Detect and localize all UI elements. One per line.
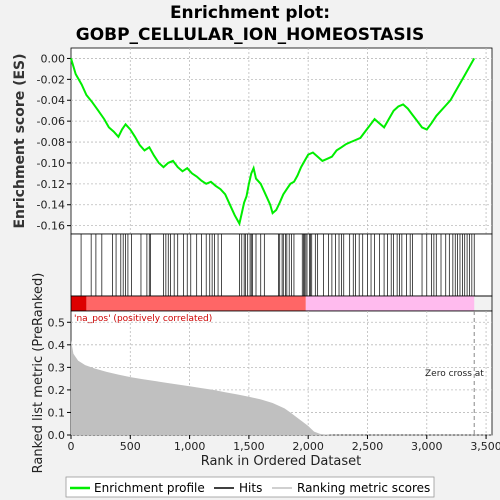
x-tick-label: 1,000 — [174, 440, 206, 453]
es-y-tick-label: -0.14 — [37, 199, 65, 212]
legend: Enrichment profile Hits Ranking metric sco… — [70, 481, 430, 495]
metric-y-ticks: 0.0 0.1 0.2 0.3 0.4 0.5 — [48, 316, 71, 442]
chart-title-line2: GOBP_CELLULAR_ION_HOMEOSTASIS — [76, 25, 425, 45]
x-tick-label: 3,500 — [470, 440, 500, 453]
metric-y-axis-label: Ranked list metric (PreRanked) — [31, 273, 46, 474]
heat-bar-negative — [305, 296, 475, 311]
hits-panel-frame — [70, 233, 493, 297]
x-tick-label: 1,500 — [233, 440, 265, 453]
metric-y-tick-label: 0.3 — [48, 361, 66, 374]
ranking-metric-area — [71, 340, 475, 435]
legend-label: Hits — [239, 481, 262, 495]
es-y-tick-label: -0.06 — [37, 115, 65, 128]
metric-grid — [71, 311, 492, 436]
es-y-tick-label: -0.10 — [37, 157, 65, 170]
x-axis-label: Rank in Ordered Dataset — [201, 454, 362, 469]
enrichment-profile-line — [70, 57, 476, 227]
x-tick-label: 500 — [120, 440, 141, 453]
chart-title-line1: Enrichment plot: — [170, 3, 330, 23]
es-y-tick-label: -0.12 — [37, 178, 65, 191]
metric-y-tick-label: 0.0 — [48, 429, 66, 442]
metric-y-tick-label: 0.2 — [48, 384, 66, 397]
x-tick-label: 3,000 — [411, 440, 443, 453]
hits-marks — [80, 234, 475, 296]
legend-label: Ranking metric scores — [297, 481, 430, 495]
x-tick-label: 0 — [68, 440, 75, 453]
es-grid — [71, 48, 492, 234]
positive-correlation-note: 'na_pos' (positively correlated) — [74, 314, 212, 324]
heat-bar-positive — [86, 296, 306, 311]
heat-bar-strong-positive — [71, 296, 87, 311]
es-panel-frame — [70, 47, 493, 235]
metric-y-tick-label: 0.1 — [48, 406, 66, 419]
metric-y-tick-label: 0.5 — [48, 316, 66, 329]
x-axis-ticks: 0 500 1,000 1,500 2,000 2,500 3,000 3,500 — [68, 435, 500, 453]
x-tick-label: 2,500 — [352, 440, 384, 453]
x-tick-label: 2,000 — [292, 440, 324, 453]
es-y-tick-label: -0.02 — [37, 73, 65, 86]
es-y-tick-label: -0.08 — [37, 136, 65, 149]
zero-cross-label: Zero cross at — [425, 369, 484, 379]
es-y-ticks: 0.00 -0.02 -0.04 -0.06 -0.08 -0.10 -0.12 -0.14 -… — [37, 52, 71, 233]
metric-y-tick-label: 0.4 — [48, 339, 66, 352]
ranking-heat-bar — [70, 295, 493, 312]
es-y-tick-label: -0.04 — [37, 94, 65, 107]
es-y-tick-label: 0.00 — [41, 52, 66, 65]
es-y-tick-label: -0.16 — [37, 220, 65, 233]
legend-box — [65, 476, 435, 498]
legend-label: Enrichment profile — [94, 481, 205, 495]
es-y-axis-label: Enrichment score (ES) — [12, 53, 28, 228]
